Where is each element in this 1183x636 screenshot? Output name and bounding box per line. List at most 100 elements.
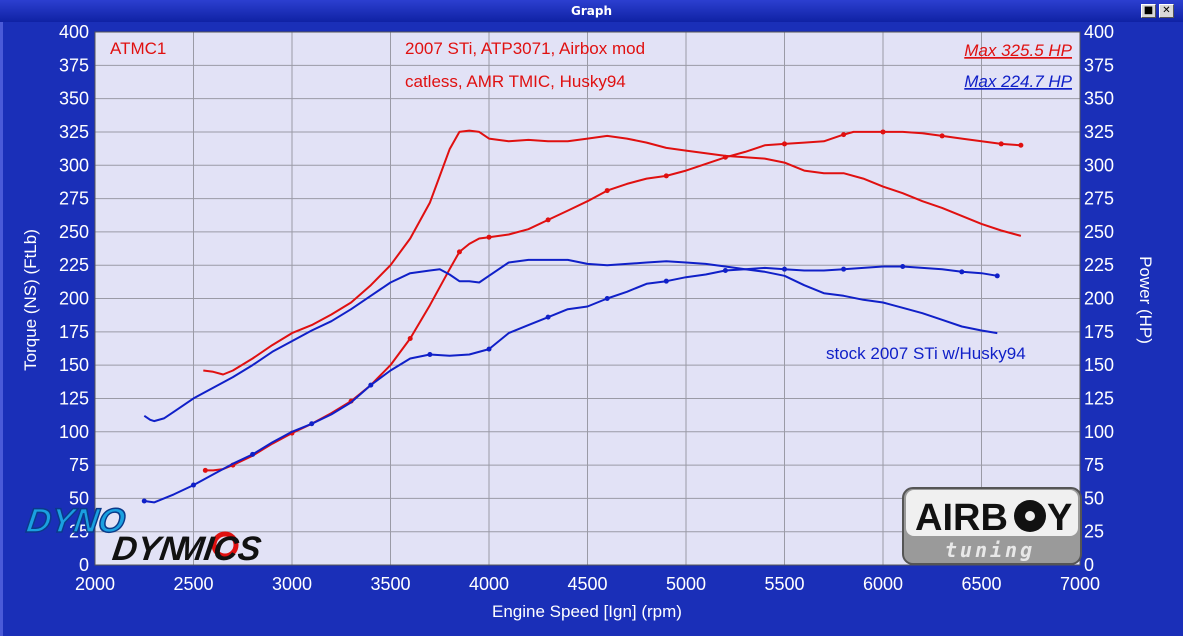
red-power-point bbox=[407, 335, 413, 341]
x-tick-label: 2500 bbox=[173, 574, 213, 594]
red-power-point bbox=[782, 141, 787, 147]
y-tick-label-left: 25 bbox=[69, 522, 89, 542]
y-tick-labels-left: 0 25 50 75 100 125 150 175 200 225 250 275 300 325 350… bbox=[59, 22, 89, 575]
x-tick-label: 5000 bbox=[666, 574, 706, 594]
red-power-point bbox=[722, 154, 728, 160]
y-tick-label-right: 225 bbox=[1084, 255, 1114, 275]
y-tick-label-right: 200 bbox=[1084, 289, 1114, 309]
airboy-tuning-logo: AIRB Y tuning bbox=[902, 487, 1082, 565]
x-tick-label: 3000 bbox=[272, 574, 312, 594]
description-line1: 2007 STi, ATP3071, Airbox mod bbox=[405, 39, 645, 58]
blue-power-point bbox=[141, 498, 147, 504]
blue-power-point bbox=[841, 266, 847, 272]
fan-hub-icon bbox=[1025, 511, 1035, 521]
y-tick-label-right: 275 bbox=[1084, 189, 1114, 209]
y-tick-label-left: 300 bbox=[59, 155, 89, 175]
logo-mics-text: MICS bbox=[173, 530, 264, 568]
y-tick-label-right: 175 bbox=[1084, 322, 1114, 342]
y-tick-label-left: 250 bbox=[59, 222, 89, 242]
y-tick-label-left: 275 bbox=[59, 189, 89, 209]
y-tick-label-right: 50 bbox=[1084, 488, 1104, 508]
x-tick-label: 6000 bbox=[863, 574, 903, 594]
y-tick-label-left: 125 bbox=[59, 388, 89, 408]
y-tick-label-left: 350 bbox=[59, 89, 89, 109]
y-tick-label-right: 25 bbox=[1084, 522, 1104, 542]
restore-button[interactable]: ■ bbox=[1141, 4, 1156, 18]
logo-tuning-text: tuning bbox=[945, 538, 1035, 562]
y-tick-label-left: 175 bbox=[59, 322, 89, 342]
x-tick-label: 2000 bbox=[75, 574, 115, 594]
blue-power-point bbox=[250, 451, 256, 457]
y-tick-label-left: 150 bbox=[59, 355, 89, 375]
blue-power-point bbox=[545, 314, 551, 320]
logo-ring-icon bbox=[211, 531, 239, 559]
data-series bbox=[141, 129, 1024, 504]
y-tick-label-right: 300 bbox=[1084, 155, 1114, 175]
blue-power-point bbox=[191, 482, 196, 488]
red-power-point bbox=[486, 234, 492, 240]
blue-power-point bbox=[309, 421, 315, 427]
blue-power-point bbox=[368, 382, 374, 388]
logo-y-text: Y bbox=[1047, 497, 1072, 539]
x-tick-label: 4500 bbox=[567, 574, 607, 594]
y-tick-label-left: 375 bbox=[59, 55, 89, 75]
blue-series-label: stock 2007 STi w/Husky94 bbox=[826, 344, 1026, 363]
window-title: Graph bbox=[571, 4, 612, 18]
y-tick-label-right: 100 bbox=[1084, 422, 1114, 442]
y-tick-label-right: 400 bbox=[1084, 22, 1114, 42]
y-tick-label-left: 50 bbox=[69, 488, 89, 508]
blue-power-point bbox=[722, 268, 728, 274]
logo-dyno-text: DYNO bbox=[24, 502, 128, 540]
y-tick-label-left: 0 bbox=[79, 555, 89, 575]
max-power-red: Max 325.5 HP bbox=[964, 41, 1072, 60]
x-tick-label: 5500 bbox=[764, 574, 804, 594]
red-power-point bbox=[998, 141, 1004, 147]
y-tick-label-left: 400 bbox=[59, 22, 89, 42]
red-power-point bbox=[456, 249, 462, 255]
x-tick-label: 3500 bbox=[370, 574, 410, 594]
red-power-point bbox=[604, 188, 610, 194]
y-axis-label-right: Power (HP) bbox=[1136, 256, 1155, 344]
close-button[interactable]: ✕ bbox=[1159, 4, 1174, 18]
y-tick-label-right: 350 bbox=[1084, 89, 1114, 109]
y-tick-label-right: 325 bbox=[1084, 122, 1114, 142]
blue-power-line bbox=[144, 265, 998, 504]
y-tick-label-right: 125 bbox=[1084, 388, 1114, 408]
y-tick-label-left: 75 bbox=[69, 455, 89, 475]
y-axis-label-left: Torque (NS) (FtLb) bbox=[21, 229, 40, 371]
x-axis-label: Engine Speed [Ign] (rpm) bbox=[492, 602, 682, 621]
red-power-point bbox=[939, 133, 945, 139]
blue-power-point bbox=[782, 266, 787, 272]
y-tick-label-left: 325 bbox=[59, 122, 89, 142]
y-tick-label-left: 100 bbox=[59, 422, 89, 442]
blue-power-point bbox=[959, 269, 965, 275]
max-power-blue: Max 224.7 HP bbox=[964, 72, 1072, 91]
blue-power-point bbox=[663, 278, 669, 284]
y-tick-label-right: 75 bbox=[1084, 455, 1104, 475]
blue-power-point bbox=[604, 296, 610, 301]
y-tick-label-left: 200 bbox=[59, 289, 89, 309]
red-power-point bbox=[663, 173, 669, 179]
description-line2: catless, AMR TMIC, Husky94 bbox=[405, 72, 626, 91]
x-tick-label: 6500 bbox=[961, 574, 1001, 594]
run-name-label: ATMC1 bbox=[110, 39, 166, 58]
plot-border bbox=[94, 31, 1081, 566]
red-power-point bbox=[841, 132, 847, 138]
y-tick-label-left: 225 bbox=[59, 255, 89, 275]
y-tick-label-right: 0 bbox=[1084, 555, 1094, 575]
logo-airb-text: AIRB bbox=[915, 497, 1008, 539]
red-power-point bbox=[545, 217, 551, 223]
y-tick-labels-right: 0 25 50 75 100 125 150 175 200 225 250 275 300 325 350… bbox=[1084, 22, 1114, 575]
blue-torque-line bbox=[143, 258, 998, 423]
red-power-point bbox=[1018, 142, 1024, 148]
logo-dyn-text: DYN bbox=[110, 530, 188, 568]
red-power-point bbox=[880, 129, 886, 135]
x-tick-label: 4000 bbox=[469, 574, 509, 594]
y-tick-label-right: 150 bbox=[1084, 355, 1114, 375]
x-tick-labels: 2000 2500 3000 3500 4000 4500 5000 5500 6000 6500… bbox=[75, 574, 1100, 594]
dyno-dynamics-logo: DYNO DYN MICS bbox=[23, 501, 264, 568]
y-tick-label-right: 250 bbox=[1084, 222, 1114, 242]
blue-power-point bbox=[994, 273, 1000, 279]
blue-power-point bbox=[900, 264, 906, 270]
